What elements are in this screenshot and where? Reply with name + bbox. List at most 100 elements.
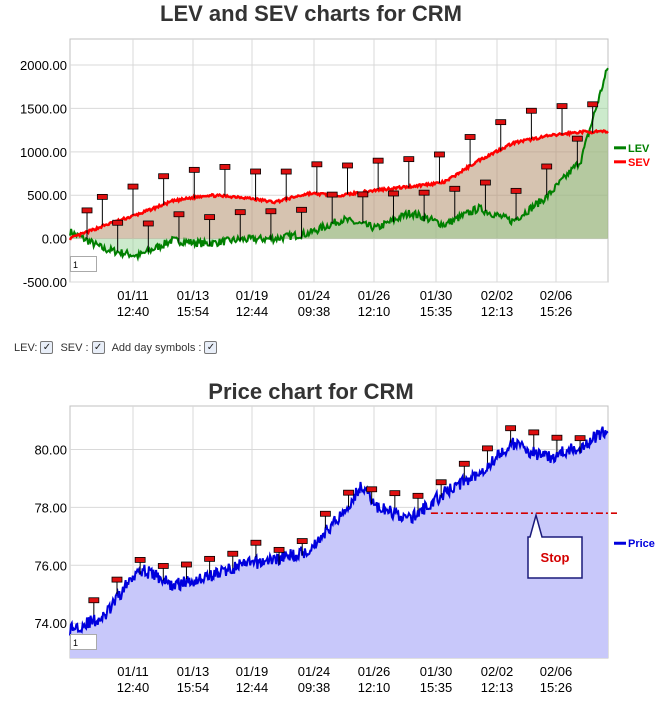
x-tick-date: 01/24 <box>298 288 331 303</box>
day-marker-flag <box>510 187 522 194</box>
day-marker-flag <box>204 555 216 562</box>
y-tick-label: 80.00 <box>34 442 67 457</box>
day-marker-flag <box>418 189 430 196</box>
x-tick-date: 01/26 <box>358 288 391 303</box>
lev-line <box>69 67 609 262</box>
price-line <box>69 426 609 636</box>
day-marker-flag <box>111 576 123 583</box>
x-tick-date: 01/11 <box>117 288 149 303</box>
y-tick-label: 76.00 <box>34 558 67 573</box>
stop-line-group: Stop <box>430 512 617 579</box>
x-tick-date: 01/13 <box>177 664 210 679</box>
y-tick-label: 78.00 <box>34 500 67 515</box>
day-marker-flag <box>357 191 369 198</box>
x-tick-date: 02/02 <box>481 664 514 679</box>
chart1-tick-labels: -500.00 0.00 500.00 1000.00 1500.00 2000.00 01… <box>20 58 572 319</box>
day-marker-flag <box>296 538 308 544</box>
x-tick-date: 01/26 <box>358 664 391 679</box>
chart2-title: Price chart for CRM <box>208 379 413 404</box>
y-tick-label: 1500.00 <box>20 101 67 116</box>
lev-checkbox[interactable]: ✓ <box>40 341 54 354</box>
x-tick-time: 15:54 <box>177 304 210 319</box>
sev-toggle-label: SEV : <box>60 341 89 354</box>
y-tick-label: 74.00 <box>34 616 67 631</box>
day-symbols-checkbox[interactable]: ✓ <box>204 341 218 354</box>
x-tick-time: 15:54 <box>177 680 210 695</box>
y-tick-label: 0.00 <box>42 232 67 247</box>
chart1-zoom-input[interactable]: 1 <box>70 256 97 272</box>
x-tick-date: 01/13 <box>177 288 210 303</box>
day-marker-flag <box>342 162 353 169</box>
chart-controls: LEV: ✓ SEV : ✓ Add day symbols : ✓ <box>14 341 221 354</box>
day-marker-flag <box>88 597 100 604</box>
day-marker-flag <box>389 490 401 497</box>
day-marker-flag <box>449 185 461 192</box>
day-marker-flag <box>219 164 231 170</box>
x-tick-time: 15:35 <box>420 680 453 695</box>
day-marker-flag <box>81 207 93 214</box>
x-tick-date: 01/19 <box>236 288 269 303</box>
day-marker-flag <box>273 546 285 553</box>
x-tick-time: 09:38 <box>298 304 331 319</box>
x-tick-time: 12:10 <box>358 680 391 695</box>
day-marker-flag <box>157 563 169 569</box>
sev-legend-label: SEV <box>628 157 651 169</box>
stop-callout-box <box>527 512 583 579</box>
day-marker-flag <box>480 179 491 186</box>
y-tick-label: 2000.00 <box>20 58 67 73</box>
y-tick-label: -500.00 <box>23 275 67 290</box>
day-marker-flag <box>127 183 139 190</box>
day-marker-flag <box>528 429 540 436</box>
day-marker-flag <box>366 486 378 493</box>
x-tick-time: 12:40 <box>117 680 150 695</box>
chart1-lines <box>68 67 609 262</box>
day-marker-flag <box>412 492 424 499</box>
day-marker-flag <box>556 103 568 110</box>
price-area <box>70 426 608 658</box>
day-marker-flag <box>525 107 537 114</box>
x-tick-date: 01/30 <box>420 664 453 679</box>
chart2-zoom-input[interactable]: 1 <box>70 634 97 650</box>
x-tick-date: 01/11 <box>117 664 149 679</box>
x-tick-time: 15:26 <box>540 304 573 319</box>
chart1-day-markers <box>81 101 599 252</box>
day-marker-flag <box>234 209 246 216</box>
day-marker-flag <box>343 489 354 496</box>
chart2-day-markers <box>88 425 586 615</box>
chart1-legend: LEV SEV <box>614 143 651 169</box>
day-marker-flag <box>571 135 583 142</box>
x-tick-time: 12:40 <box>117 304 150 319</box>
x-tick-date: 02/06 <box>540 664 573 679</box>
x-tick-time: 12:10 <box>358 304 391 319</box>
x-tick-time: 15:26 <box>540 680 573 695</box>
day-marker-flag <box>319 510 331 517</box>
x-tick-date: 01/24 <box>298 664 331 679</box>
x-tick-time: 12:44 <box>236 304 269 319</box>
x-tick-date: 01/19 <box>236 664 269 679</box>
day-marker-flag <box>227 550 239 557</box>
sev-checkbox[interactable]: ✓ <box>91 341 105 354</box>
chart2-legend: Price <box>614 538 655 550</box>
day-marker-flag <box>265 208 277 215</box>
day-marker-flag <box>434 151 445 158</box>
y-tick-label: 1000.00 <box>20 145 67 160</box>
day-marker-flag <box>464 134 476 140</box>
price-chart: Price chart for CRM Stop 74.00 76.00 78.00… <box>34 379 654 695</box>
day-marker-flag <box>458 460 470 467</box>
day-marker-flag <box>495 119 507 126</box>
lev-toggle-label: LEV: <box>14 341 38 354</box>
day-symbols-label: Add day symbols : <box>111 341 202 354</box>
x-tick-time: 12:13 <box>481 304 514 319</box>
day-marker-flag <box>173 211 185 218</box>
sev-line <box>68 128 609 241</box>
chart1-title: LEV and SEV charts for CRM <box>160 1 462 26</box>
day-marker-flag <box>403 156 415 163</box>
x-tick-time: 12:44 <box>236 680 269 695</box>
day-marker-flag <box>134 557 146 563</box>
day-marker-flag <box>435 479 447 486</box>
day-marker-flag <box>574 435 586 442</box>
day-marker-flag <box>188 166 200 173</box>
x-tick-date: 01/30 <box>420 288 453 303</box>
